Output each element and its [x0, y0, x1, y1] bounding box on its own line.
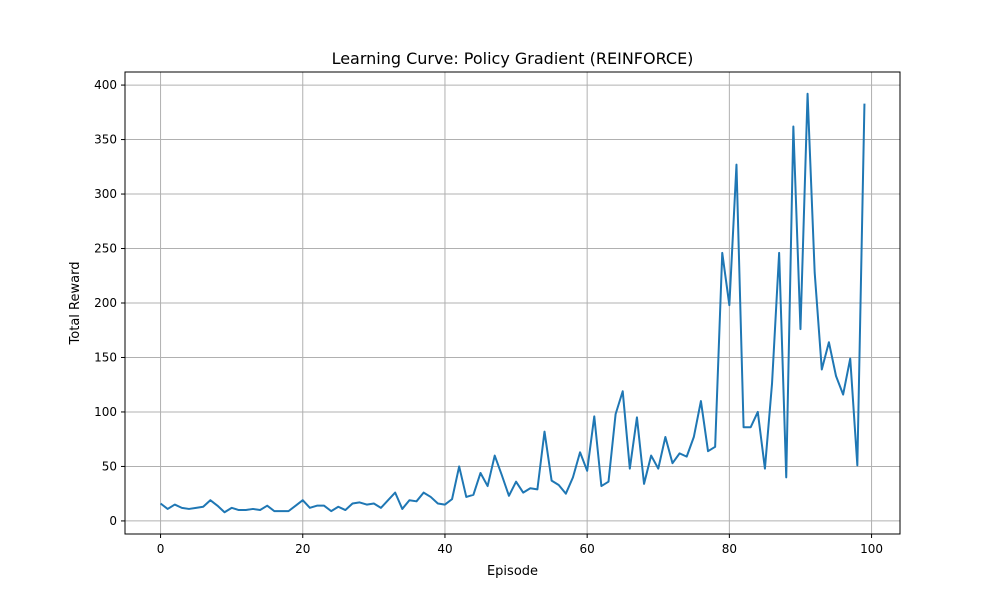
x-tick-label: 100	[860, 542, 883, 556]
y-tick-label: 350	[94, 133, 117, 147]
x-tick-label: 0	[157, 542, 165, 556]
y-tick-label: 50	[102, 459, 117, 473]
y-tick-label: 200	[94, 296, 117, 310]
series-layer	[159, 92, 866, 514]
x-axis-label: Episode	[487, 564, 538, 579]
x-tick-label: 40	[437, 542, 452, 556]
x-tick-label: 80	[722, 542, 737, 556]
y-tick-label: 150	[94, 350, 117, 364]
y-tick-label: 0	[109, 514, 117, 528]
reward-series-line	[159, 92, 866, 514]
x-tick-label: 20	[295, 542, 310, 556]
x-tick-label: 60	[580, 542, 595, 556]
y-axis-label: Total Reward	[68, 262, 83, 346]
y-tick-label: 300	[94, 187, 117, 201]
grid	[125, 72, 900, 534]
y-tick-label: 100	[94, 405, 117, 419]
y-axis: 0 50 100 150 200 250 300 350 400	[94, 78, 125, 528]
x-axis: 0 20 40 60 80 100	[157, 534, 883, 556]
chart-title: Learning Curve: Policy Gradient (REINFOR…	[332, 49, 694, 68]
y-tick-label: 400	[94, 78, 117, 92]
y-tick-label: 250	[94, 242, 117, 256]
